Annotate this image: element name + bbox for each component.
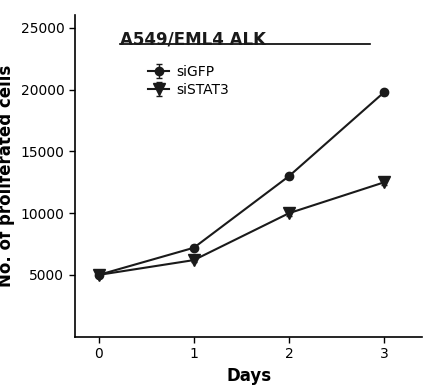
Text: A549/EML4 ALK: A549/EML4 ALK <box>120 30 266 48</box>
Y-axis label: No. of proliferated cells: No. of proliferated cells <box>0 65 15 287</box>
X-axis label: Days: Days <box>226 366 271 385</box>
Legend: siGFP, siSTAT3: siGFP, siSTAT3 <box>144 61 233 101</box>
